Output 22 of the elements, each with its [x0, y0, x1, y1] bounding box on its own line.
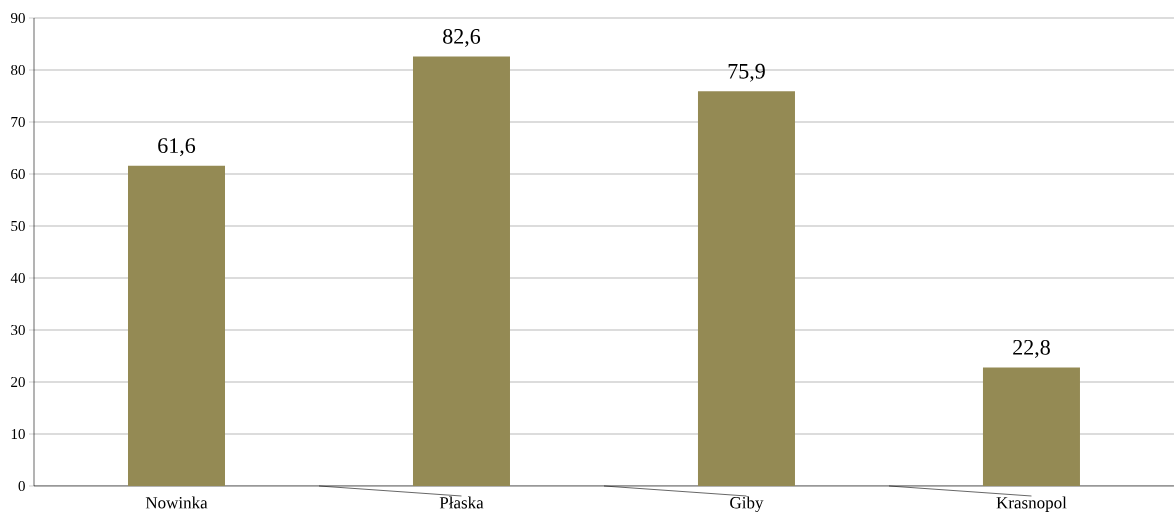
y-tick-label: 60	[11, 168, 25, 180]
y-tick-label: 70	[11, 116, 25, 128]
y-tick-label: 30	[11, 324, 25, 336]
y-tick-label: 80	[11, 64, 25, 76]
y-tick-label: 90	[10, 12, 25, 24]
data-label: 22,8	[1013, 339, 1050, 358]
x-tick-label: Płaska	[439, 496, 484, 509]
x-tick-label: Krasnopol	[996, 496, 1067, 512]
bar	[982, 367, 1080, 486]
bar	[128, 165, 225, 486]
data-label: 75,9	[728, 63, 765, 82]
y-tick-label: 20	[11, 376, 25, 388]
y-tick-label: 0	[18, 480, 25, 492]
data-label: 82,6	[443, 28, 481, 47]
bar	[697, 91, 795, 486]
y-tick-label: 40	[10, 272, 25, 284]
y-tick-label: 10	[11, 428, 25, 440]
x-tick-label: Giby	[730, 496, 764, 512]
bar	[412, 56, 510, 486]
x-tick-label: Nowinka	[145, 496, 208, 509]
y-tick-label: 50	[11, 220, 25, 232]
data-label: 61,6	[158, 138, 196, 157]
